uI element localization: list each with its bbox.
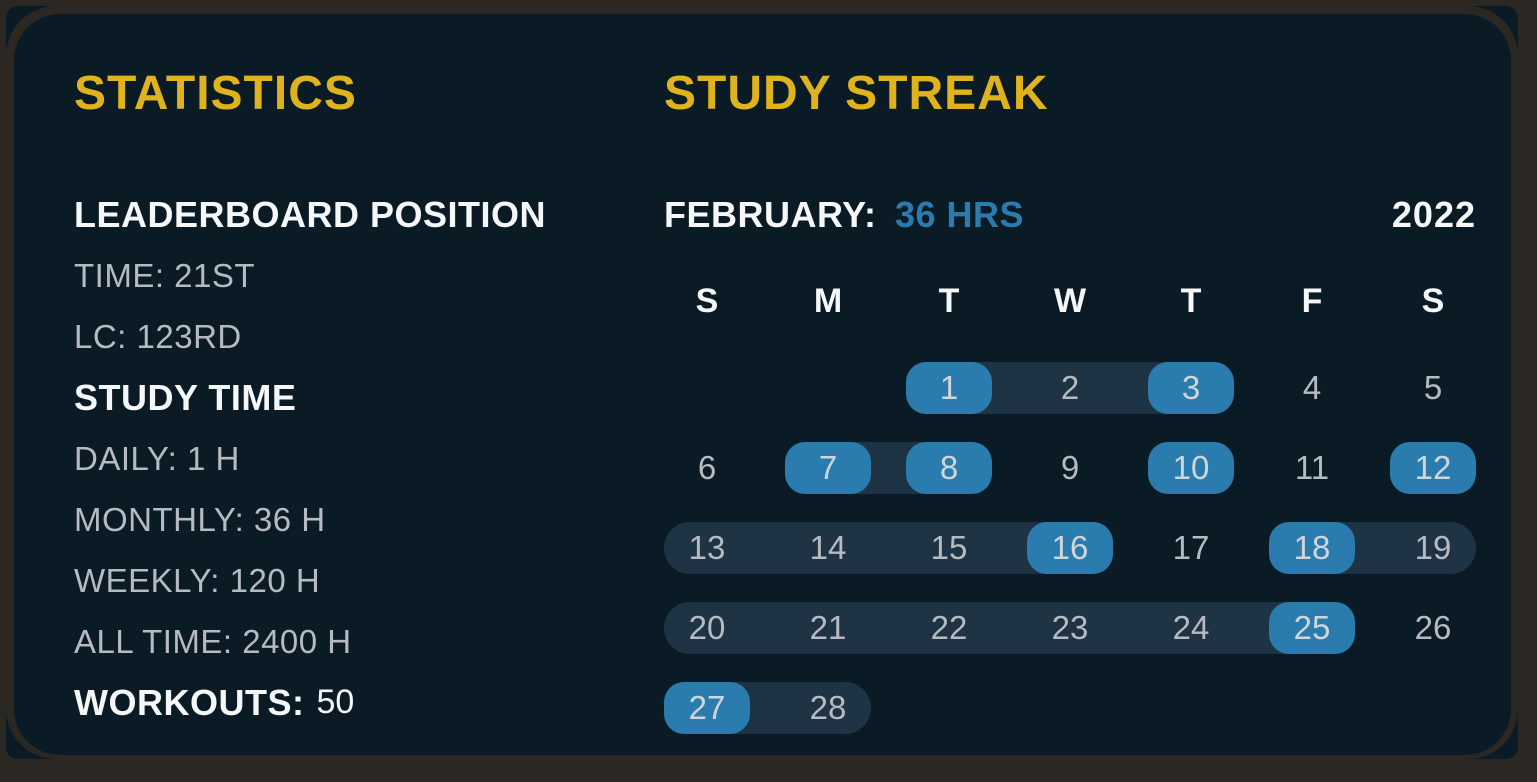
calendar-day-highlighted: 10 <box>1148 442 1234 494</box>
day-of-week-header: F <box>1301 281 1323 320</box>
calendar-week-row: 13 14 15 16 17 18 19 <box>664 522 1476 574</box>
calendar-day: 20 <box>688 609 726 646</box>
study-time-monthly-value: MONTHLY: 36 H <box>74 500 326 538</box>
month-label: FEBRUARY: <box>664 193 877 235</box>
calendar-day: 6 <box>697 449 717 486</box>
study-time-heading-row: STUDY TIME <box>74 367 634 428</box>
calendar-day: 15 <box>930 529 968 566</box>
calendar-week-row: 20 21 22 23 24 25 26 <box>664 602 1476 654</box>
leaderboard-heading: LEADERBOARD POSITION <box>74 193 547 235</box>
calendar-day: 9 <box>1060 449 1080 486</box>
day-of-week-header: T <box>938 281 960 320</box>
calendar-day-highlighted: 25 <box>1269 602 1355 654</box>
study-time-heading: STUDY TIME <box>74 376 297 418</box>
calendar-day: 26 <box>1414 609 1452 646</box>
calendar-day: 14 <box>809 529 847 566</box>
day-of-week-header: S <box>1421 281 1445 320</box>
study-time-daily-row: DAILY: 1 H <box>74 428 634 489</box>
statistics-title: STATISTICS <box>74 67 357 120</box>
day-of-week-header: T <box>1180 281 1202 320</box>
calendar-day: 2 <box>1060 369 1080 406</box>
calendar-day: 19 <box>1414 529 1452 566</box>
leaderboard-lc-row: LC: 123RD <box>74 306 634 367</box>
calendar-day: 17 <box>1172 529 1210 566</box>
calendar-day-highlighted: 3 <box>1148 362 1234 414</box>
day-of-week-header: S <box>695 281 719 320</box>
study-time-weekly-row: WEEKLY: 120 H <box>74 550 634 611</box>
streak-band <box>664 602 1355 654</box>
calendar-day: 22 <box>930 609 968 646</box>
calendar-day-highlighted: 7 <box>785 442 871 494</box>
calendar-day-highlighted: 1 <box>906 362 992 414</box>
leaderboard-lc-value: LC: 123RD <box>74 317 242 355</box>
calendar-week-row: 27 28 <box>664 682 1476 734</box>
leaderboard-time-row: TIME: 21ST <box>74 245 634 306</box>
calendar-day-highlighted: 18 <box>1269 522 1355 574</box>
calendar-day: 11 <box>1294 449 1330 486</box>
calendar-rows: 1 2 3 4 5 6 7 8 9 10 11 12 13 14 15 16 17 18 19 20 21 22 23 24 2… <box>664 362 1476 734</box>
month-summary: FEBRUARY: 36 HRS <box>664 194 1024 236</box>
calendar-day-highlighted: 12 <box>1390 442 1476 494</box>
calendar-day-highlighted: 27 <box>664 682 750 734</box>
workouts-label: WORKOUTS: <box>74 681 305 723</box>
calendar-day: 28 <box>809 689 847 726</box>
leaderboard-heading-row: LEADERBOARD POSITION <box>74 184 634 245</box>
calendar-day: 24 <box>1172 609 1210 646</box>
study-time-daily-value: DAILY: 1 H <box>74 439 240 477</box>
month-hours-value: 36 HRS <box>894 193 1024 235</box>
calendar-day: 21 <box>809 609 847 646</box>
calendar-week-row: 6 7 8 9 10 11 12 <box>664 442 1476 494</box>
workouts-row: WORKOUTS: 50 <box>74 672 634 733</box>
study-time-alltime-row: ALL TIME: 2400 H <box>74 611 634 672</box>
year-label: 2022 <box>1391 193 1476 235</box>
calendar-day-highlighted: 16 <box>1027 522 1113 574</box>
study-time-alltime-value: ALL TIME: 2400 H <box>74 622 352 660</box>
day-of-week-header: M <box>813 281 843 320</box>
leaderboard-time-value: TIME: 21ST <box>74 256 256 294</box>
calendar-day: 13 <box>688 529 726 566</box>
statistics-panel: STATISTICS LEADERBOARD POSITION TIME: 21… <box>74 66 634 733</box>
day-of-week-header: W <box>1053 281 1087 320</box>
calendar-week-row: 1 2 3 4 5 <box>664 362 1476 414</box>
calendar-day: 5 <box>1423 369 1443 406</box>
study-time-weekly-value: WEEKLY: 120 H <box>74 561 321 599</box>
calendar-day-highlighted: 8 <box>906 442 992 494</box>
study-streak-title: STUDY STREAK <box>664 67 1049 120</box>
calendar-day: 23 <box>1051 609 1089 646</box>
stats-card: STATISTICS LEADERBOARD POSITION TIME: 21… <box>14 14 1511 755</box>
calendar-day: 4 <box>1302 369 1322 406</box>
month-summary-row: FEBRUARY: 36 HRS 2022 <box>664 184 1476 245</box>
workouts-value: 50 <box>316 683 355 721</box>
study-time-monthly-row: MONTHLY: 36 H <box>74 489 634 550</box>
